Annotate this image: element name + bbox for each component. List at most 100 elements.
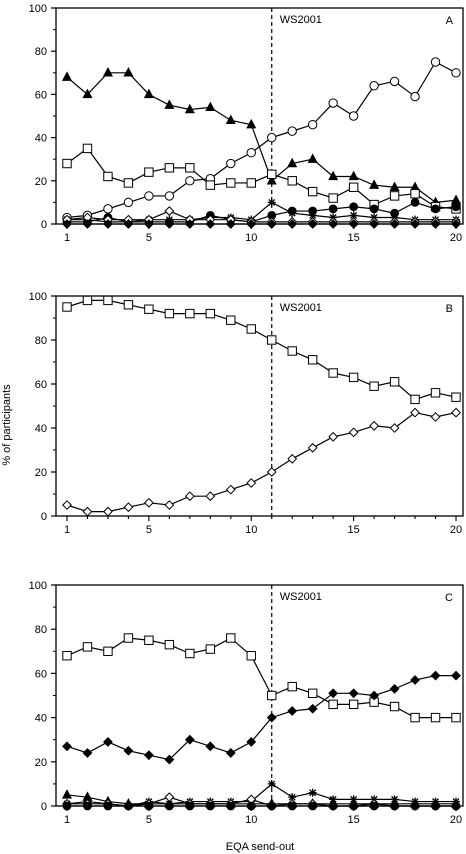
- panel-letter: B: [446, 303, 453, 315]
- data-point: [164, 754, 175, 765]
- data-point: [287, 346, 297, 356]
- data-point: [389, 191, 400, 201]
- data-point: [348, 688, 359, 699]
- data-point: [144, 167, 154, 177]
- y-tick-label: 80: [35, 624, 47, 636]
- data-point: [287, 157, 298, 168]
- y-axis-label: % of participants: [1, 384, 13, 466]
- data-point: [307, 703, 318, 714]
- ws2001-label: WS2001: [280, 591, 322, 603]
- data-point: [124, 801, 133, 811]
- x-tick-label: 10: [245, 524, 257, 536]
- y-tick-label: 40: [35, 133, 47, 145]
- data-point: [451, 801, 461, 811]
- data-point: [184, 219, 195, 229]
- data-point: [308, 801, 318, 811]
- y-tick-label: 40: [35, 713, 47, 725]
- data-point: [62, 801, 72, 811]
- x-tick-label: 5: [146, 814, 152, 826]
- y-tick-label: 0: [41, 801, 47, 813]
- series-diamond-filled: [62, 219, 461, 229]
- data-point: [225, 114, 236, 125]
- y-tick-label: 0: [41, 219, 47, 231]
- data-point: [205, 308, 216, 319]
- x-tick-label: 5: [146, 524, 152, 536]
- series-square-open: [62, 295, 461, 405]
- data-point: [225, 484, 236, 495]
- data-point: [82, 88, 93, 99]
- data-point: [267, 198, 276, 207]
- data-point: [328, 98, 338, 108]
- data-point: [451, 407, 461, 418]
- data-point: [308, 788, 317, 797]
- data-point: [267, 169, 277, 180]
- data-point: [431, 801, 440, 811]
- data-point: [164, 801, 174, 811]
- data-point: [410, 219, 420, 229]
- plot-frame: [55, 7, 464, 225]
- y-tick-label: 20: [35, 176, 47, 188]
- data-point: [62, 302, 72, 312]
- data-point: [308, 211, 317, 220]
- data-point: [451, 219, 461, 229]
- data-point: [267, 690, 277, 701]
- data-point: [103, 646, 113, 656]
- data-point: [287, 801, 297, 811]
- data-point: [266, 175, 277, 185]
- data-point: [430, 712, 441, 723]
- x-axis-label: EQA send-out: [226, 841, 295, 853]
- data-point: [226, 178, 236, 188]
- data-point: [288, 209, 297, 218]
- data-point: [369, 801, 379, 811]
- data-point: [410, 394, 420, 405]
- data-point: [185, 648, 195, 659]
- data-point: [287, 706, 298, 716]
- x-tick-label: 10: [245, 814, 257, 826]
- data-point: [430, 57, 441, 67]
- x-tick-label: 20: [450, 524, 462, 536]
- data-point: [389, 181, 400, 191]
- data-point: [451, 202, 461, 212]
- data-point: [410, 407, 420, 418]
- data-point: [103, 506, 113, 517]
- data-point: [430, 388, 441, 398]
- data-point: [123, 197, 134, 208]
- data-point: [144, 304, 154, 314]
- x-tick-label: 1: [64, 232, 70, 244]
- y-tick-label: 80: [35, 46, 47, 58]
- data-point: [389, 76, 400, 87]
- plot-frame: [55, 295, 464, 517]
- data-point: [450, 194, 462, 204]
- data-point: [389, 683, 400, 694]
- data-point: [82, 642, 93, 652]
- data-point: [246, 801, 256, 811]
- data-point: [185, 176, 195, 186]
- data-point: [451, 712, 461, 723]
- data-point: [369, 81, 379, 91]
- data-point: [62, 158, 72, 169]
- data-point: [185, 801, 195, 811]
- data-point: [307, 119, 318, 130]
- data-point: [246, 148, 256, 158]
- data-point: [226, 315, 236, 325]
- data-point: [266, 467, 277, 477]
- data-point: [246, 324, 256, 334]
- data-point: [287, 126, 297, 136]
- data-point: [82, 219, 93, 229]
- series-diamond-filled: [62, 670, 461, 765]
- data-point: [143, 219, 154, 229]
- data-point: [144, 801, 154, 811]
- data-point: [410, 675, 420, 685]
- data-point: [123, 178, 134, 188]
- data-point: [61, 71, 73, 81]
- data-point: [164, 206, 175, 216]
- data-point: [246, 737, 257, 747]
- series-triangle-filled: [61, 67, 462, 207]
- data-point: [348, 111, 359, 121]
- data-point: [410, 91, 420, 102]
- x-tick-label: 20: [450, 814, 462, 826]
- y-tick-label: 100: [29, 291, 47, 303]
- data-point: [123, 219, 134, 229]
